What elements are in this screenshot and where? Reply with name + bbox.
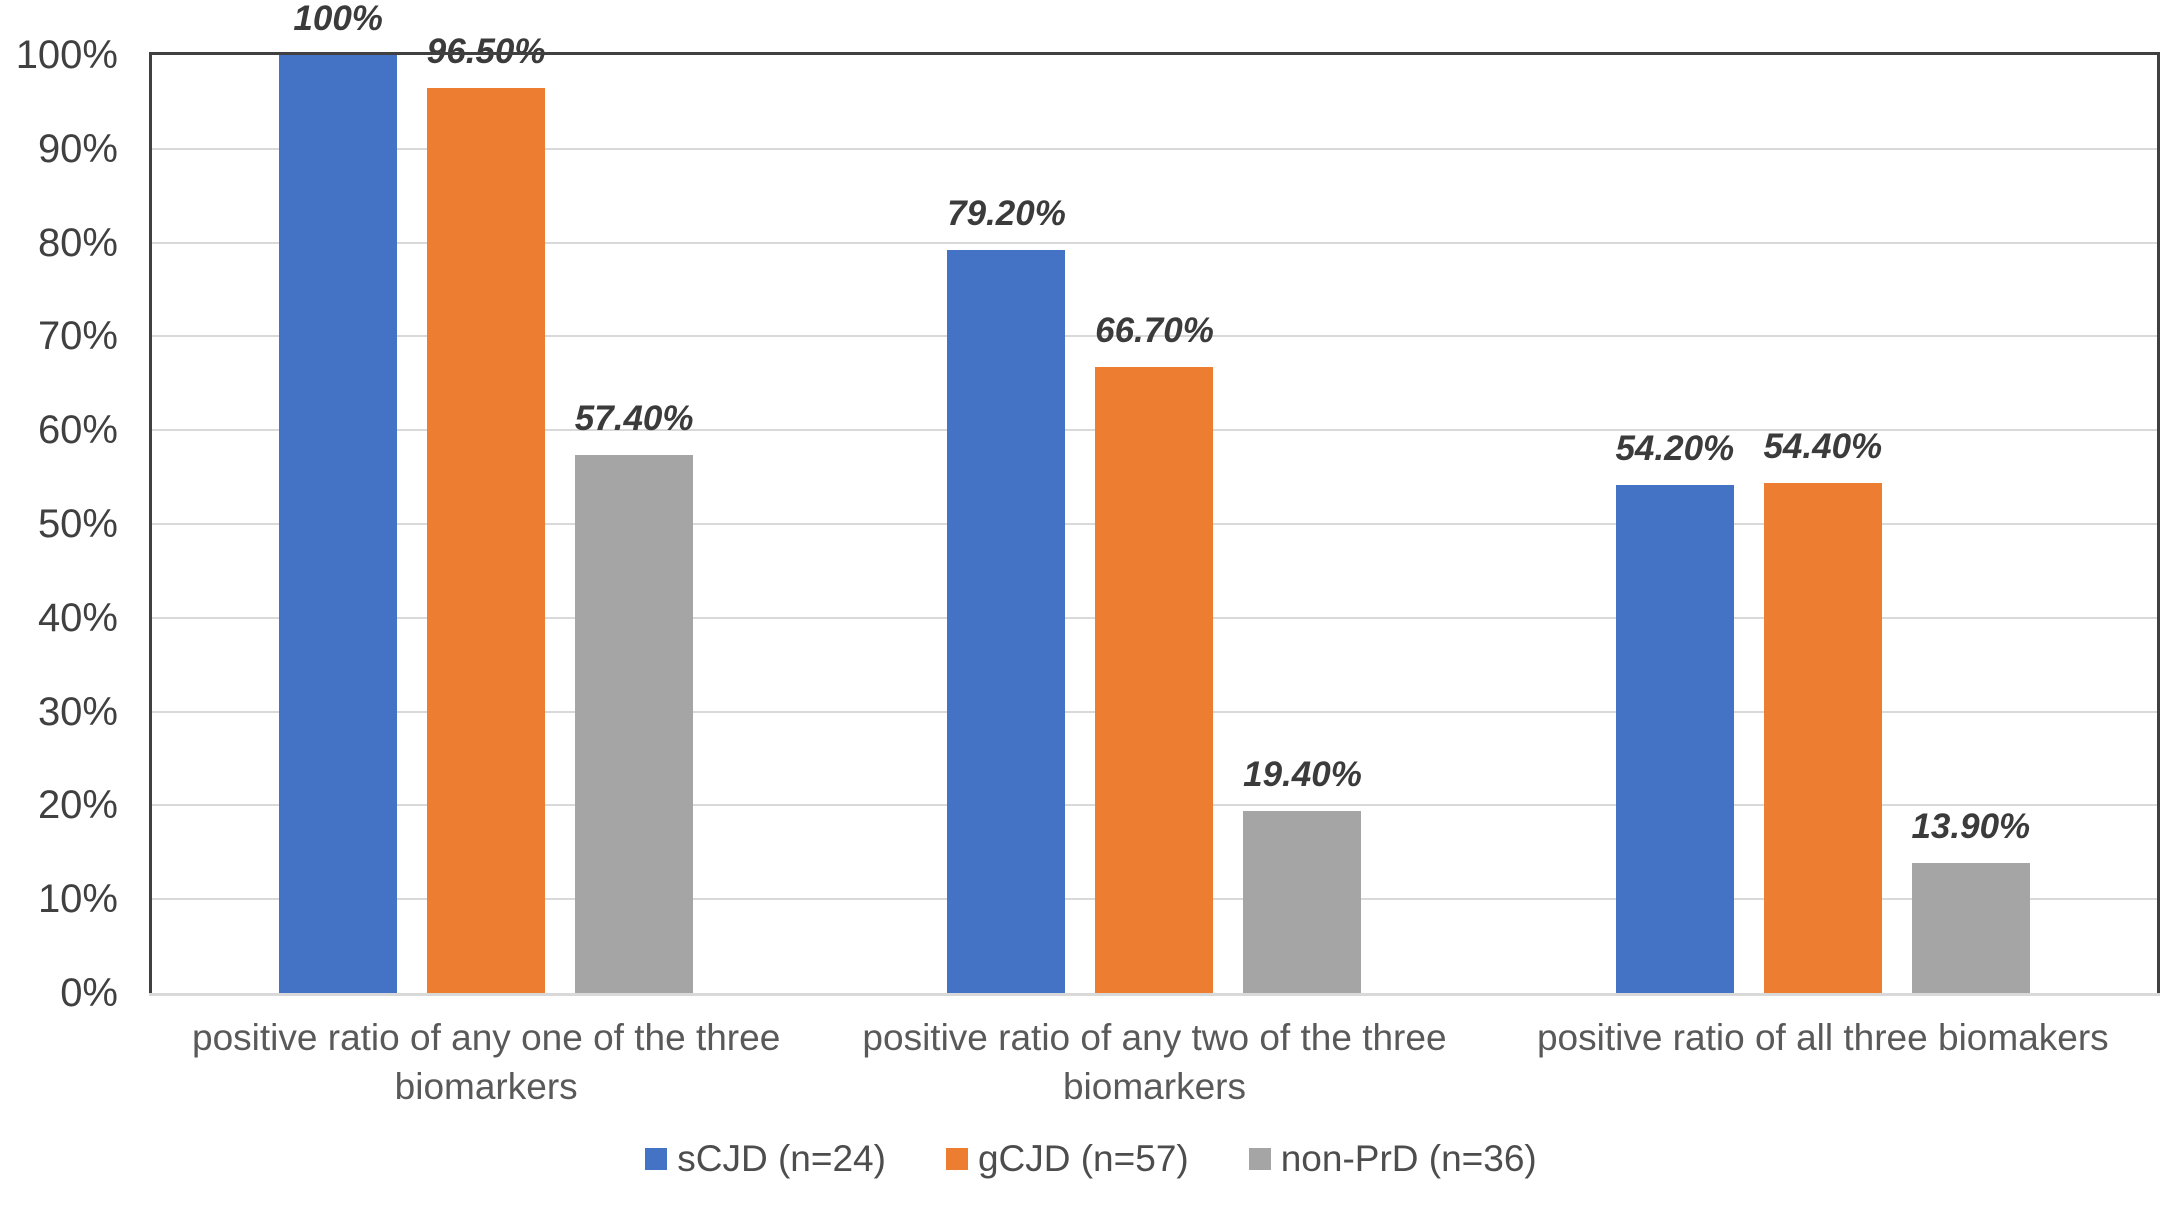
legend-swatch bbox=[945, 1148, 968, 1170]
bar-group: 100% 96.50% 57.40% bbox=[152, 0, 820, 993]
legend-label: gCJD (n=57) bbox=[977, 1138, 1189, 1179]
bar-value-label: 19.40% bbox=[1243, 755, 1362, 795]
category-label: positive ratio of all three biomakers bbox=[1536, 1017, 2109, 1058]
category-axis: positive ratio of any one of the three b… bbox=[152, 1014, 2157, 1112]
bar-value-label: 96.50% bbox=[426, 31, 546, 71]
category-label-cell: positive ratio of any one of the three b… bbox=[152, 1014, 820, 1112]
bar: 13.90% bbox=[1911, 807, 2030, 993]
bar-group: 79.20% 66.70% 19.40% bbox=[820, 55, 1488, 993]
plot-border-top bbox=[149, 52, 2160, 55]
y-tick-label: 80% bbox=[37, 220, 118, 265]
gridline bbox=[152, 147, 2157, 150]
bar-value-label: 54.20% bbox=[1615, 428, 1735, 468]
legend-item: sCJD (n=24) bbox=[645, 1138, 886, 1180]
bar: 54.40% bbox=[1763, 427, 1882, 993]
y-tick-label: 0% bbox=[60, 971, 118, 1015]
gridline bbox=[152, 335, 2157, 338]
bar-value-label: 54.40% bbox=[1763, 426, 1883, 466]
gridline bbox=[152, 241, 2157, 244]
bar-group: 54.20% 54.40% 13.90% bbox=[1489, 55, 2157, 993]
y-tick-label: 60% bbox=[37, 408, 118, 453]
legend-label: sCJD (n=24) bbox=[677, 1138, 886, 1179]
y-axis-line bbox=[149, 52, 152, 993]
bar: 66.70% bbox=[1095, 311, 1214, 993]
y-tick-label: 100% bbox=[15, 33, 118, 77]
bar-value-label: 57.40% bbox=[574, 398, 694, 438]
bar-value-label: 13.90% bbox=[1911, 806, 2031, 846]
y-tick-label: 70% bbox=[37, 314, 118, 359]
legend-item: non-PrD (n=36) bbox=[1248, 1138, 1537, 1180]
legend-swatch bbox=[645, 1148, 668, 1170]
bar: 54.20% bbox=[1615, 429, 1734, 993]
bar: 100% bbox=[279, 0, 398, 993]
x-axis-line bbox=[149, 993, 2160, 996]
category-label-cell: positive ratio of any two of the three b… bbox=[820, 1014, 1488, 1112]
legend-label: non-PrD (n=36) bbox=[1280, 1138, 1537, 1179]
bar-value-label: 66.70% bbox=[1095, 311, 1214, 351]
legend-swatch bbox=[1248, 1148, 1271, 1170]
bar: 19.40% bbox=[1243, 755, 1362, 993]
plot-border-right bbox=[2157, 52, 2160, 993]
category-label-cell: positive ratio of all three biomakers bbox=[1489, 1014, 2157, 1112]
plot-area: 100% 96.50% 57.40% 79.20% 66.70% 19.40% 54.20%… bbox=[149, 0, 2160, 996]
y-tick-label: 90% bbox=[37, 126, 118, 171]
bar: 57.40% bbox=[575, 399, 694, 993]
y-tick-label: 30% bbox=[37, 689, 118, 734]
y-tick-label: 40% bbox=[37, 595, 118, 640]
bar-groups: 100% 96.50% 57.40% 79.20% 66.70% 19.40% 54.20%… bbox=[152, 0, 2157, 993]
category-label: positive ratio of any two of the three b… bbox=[862, 1017, 1447, 1107]
bar-value-label: 79.20% bbox=[947, 194, 1066, 234]
bar: 79.20% bbox=[947, 194, 1066, 993]
legend-item: gCJD (n=57) bbox=[945, 1138, 1189, 1180]
bar-value-label: 100% bbox=[293, 0, 383, 38]
legend: sCJD (n=24) gCJD (n=57) non-PrD (n=36) bbox=[0, 1138, 2182, 1180]
category-label: positive ratio of any one of the three b… bbox=[192, 1017, 781, 1107]
y-tick-label: 10% bbox=[37, 877, 118, 922]
y-tick-label: 20% bbox=[37, 783, 118, 828]
y-tick-label: 50% bbox=[37, 502, 118, 546]
bar: 96.50% bbox=[427, 32, 546, 993]
